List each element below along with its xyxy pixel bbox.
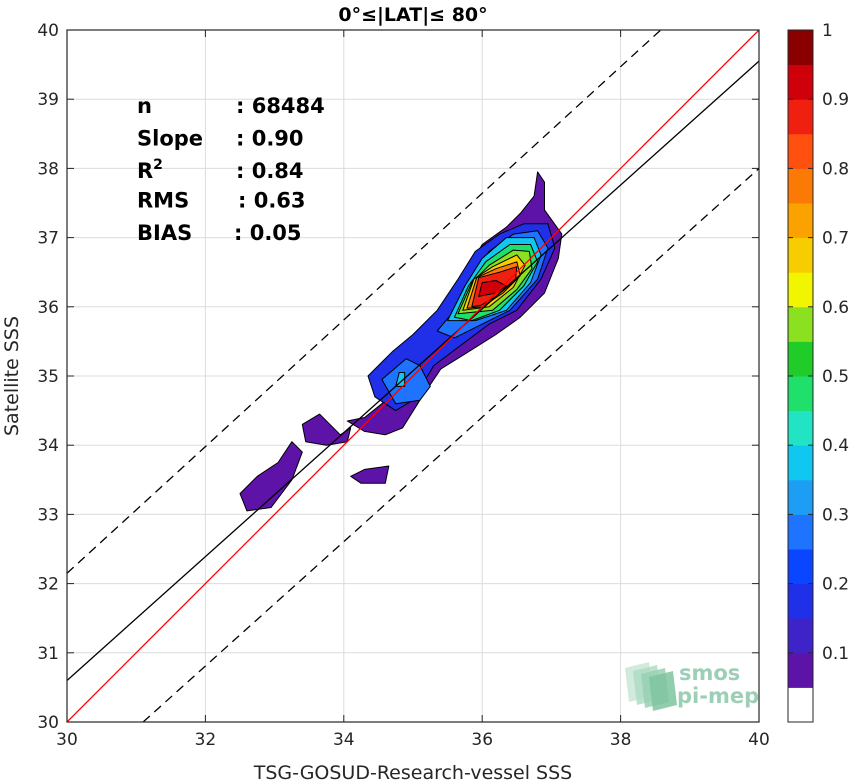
y-axis-label: Satellite SSS	[1, 316, 23, 436]
y-tick-label-7: 37	[37, 229, 59, 249]
colorbar-segment-2	[788, 618, 813, 654]
colorbar-segment-1	[788, 652, 813, 688]
colorbar-segment-0	[788, 687, 813, 723]
colorbar-segment-3	[788, 583, 813, 619]
x-tick-label-3: 36	[471, 730, 493, 750]
fit-line	[67, 60, 759, 681]
colorbar-segment-6	[788, 479, 813, 515]
stat-value-2: : 0.84	[236, 159, 304, 183]
colorbar-tick-label-3: 0.4	[822, 436, 849, 456]
y-tick-label-1: 31	[37, 644, 59, 664]
density-contour-3	[350, 465, 390, 484]
colorbar-tick-label-1: 0.2	[822, 575, 849, 595]
colorbar-tick-label-6: 0.7	[822, 229, 849, 249]
statistics-box: n : 68484 Slope : 0.90 R2 : 0.84 RMS : 0.63 BIAS…	[137, 94, 325, 245]
stat-value-1: : 0.90	[236, 127, 304, 151]
y-tick-label-9: 39	[37, 90, 59, 110]
x-tick-label-5: 40	[748, 730, 770, 750]
stat-label-4: BIAS	[137, 221, 192, 245]
colorbar-tick-label-4: 0.5	[822, 367, 849, 387]
colorbar-segment-15	[788, 168, 813, 204]
x-tick-label-4: 38	[610, 730, 632, 750]
colorbar-segment-18	[788, 64, 813, 100]
colorbar-segment-7	[788, 445, 813, 481]
colorbar: 0.1 0.2 0.3 0.4 0.5 0.6 0.7 0.8 0.9 1	[787, 21, 849, 723]
colorbar-tick-label-7: 0.8	[822, 159, 849, 179]
colorbar-tick-label-8: 0.9	[822, 90, 849, 110]
chart-title: 0°≤|LAT|≤ 80°	[338, 4, 487, 26]
y-tick-label-2: 32	[37, 575, 59, 595]
colorbar-tick-label-0: 0.1	[822, 644, 849, 664]
colorbar-segment-8	[788, 410, 813, 446]
stat-superscript: 2	[153, 157, 163, 173]
y-tick-label-0: 30	[37, 713, 59, 733]
stat-label-1: Slope	[137, 127, 203, 151]
y-tick-label-3: 33	[37, 505, 59, 525]
stat-value-3: : 0.63	[238, 189, 306, 213]
colorbar-segment-13	[788, 237, 813, 273]
colorbar-segment-11	[788, 306, 813, 342]
colorbar-segment-4	[788, 549, 813, 585]
colorbar-tick-label-5: 0.6	[822, 298, 849, 318]
colorbar-segment-19	[788, 30, 813, 66]
stat-label-0: n	[137, 94, 152, 118]
x-tick-label-1: 32	[195, 730, 217, 750]
logo-wave-3	[649, 671, 677, 711]
regression-lines	[67, 30, 759, 722]
upper-bound-dashed-line	[67, 30, 662, 574]
colorbar-tick-label-2: 0.3	[822, 505, 849, 525]
y-tick-label-8: 38	[37, 159, 59, 179]
stat-value-4: : 0.05	[234, 221, 302, 245]
logo-text-pimep: pi-mep	[677, 684, 759, 708]
colorbar-segment-16	[788, 133, 813, 169]
colorbar-segment-9	[788, 376, 813, 412]
density-contours	[239, 171, 563, 512]
colorbar-segment-10	[788, 341, 813, 377]
logo-text-smos: smos	[679, 661, 740, 685]
colorbar-segment-17	[788, 99, 813, 135]
stat-label-2: R2	[137, 157, 163, 183]
colorbar-tick-label-9: 1	[822, 21, 833, 41]
y-tick-label-6: 36	[37, 298, 59, 318]
stat-value-0: : 68484	[236, 94, 325, 118]
stat-label-3: RMS	[137, 189, 189, 213]
x-axis-ticks: 30 32 34 36 38 40	[56, 30, 770, 750]
density-contour-13	[478, 280, 507, 297]
density-contour-0	[239, 441, 303, 512]
y-tick-label-10: 40	[37, 21, 59, 41]
y-axis-ticks: 30 31 32 33 34 35 36 37 38 39 40	[37, 21, 759, 733]
y-tick-label-5: 35	[37, 367, 59, 387]
colorbar-segment-14	[788, 203, 813, 239]
one-to-one-line	[67, 30, 759, 722]
colorbar-segment-12	[788, 272, 813, 308]
x-tick-label-2: 34	[333, 730, 355, 750]
y-tick-label-4: 34	[37, 436, 59, 456]
lower-bound-dashed-line	[142, 167, 759, 722]
x-tick-label-0: 30	[56, 730, 78, 750]
colorbar-segment-5	[788, 514, 813, 550]
x-axis-label: TSG-GOSUD-Research-vessel SSS	[253, 762, 573, 784]
